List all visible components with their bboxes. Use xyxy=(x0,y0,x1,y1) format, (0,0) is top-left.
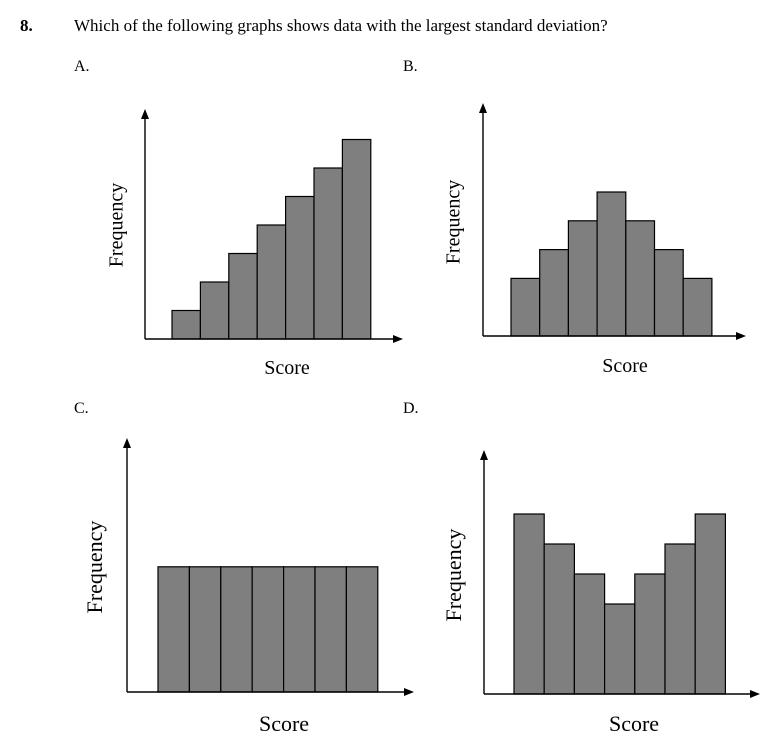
option-b-label: B. xyxy=(403,58,418,75)
chart-d-bar xyxy=(513,513,545,695)
chart-b-bar xyxy=(653,249,684,337)
option-a-label: A. xyxy=(74,58,90,75)
chart-b-y-axis-label: Frequency xyxy=(443,180,465,264)
chart-d-bar xyxy=(694,513,727,695)
chart-c-bar xyxy=(345,566,379,693)
chart-d-x-axis-arrow xyxy=(750,690,760,698)
chart-b-bar xyxy=(567,220,598,337)
chart-c-bar xyxy=(251,566,285,693)
chart-b-bar xyxy=(625,220,656,337)
option-c-label: C. xyxy=(74,400,89,417)
chart-c-x-axis-arrow xyxy=(404,688,414,696)
chart-a-bar xyxy=(341,138,372,340)
chart-c-bar xyxy=(157,566,190,693)
chart-b-x-axis-label: Score xyxy=(602,355,648,377)
chart-d-bar xyxy=(664,543,696,695)
chart-a-bar xyxy=(313,167,343,340)
chart-a-bar xyxy=(199,281,230,340)
chart-d-x-axis-label: Score xyxy=(609,711,659,736)
question-number: 8. xyxy=(20,16,33,35)
chart-c-bar xyxy=(314,566,347,693)
chart-d-bar xyxy=(634,573,666,695)
chart-a-x-axis-label: Score xyxy=(264,357,310,379)
chart-d-bar xyxy=(543,543,576,695)
chart-b-bar xyxy=(510,277,541,337)
chart-d-bar xyxy=(603,603,636,695)
chart-c-y-axis-arrow xyxy=(123,438,131,448)
chart-c-x-axis-label: Score xyxy=(259,711,309,736)
chart-a-y-axis-label: Frequency xyxy=(106,183,128,267)
chart-b-x-axis-arrow xyxy=(736,332,746,340)
chart-b-y-axis-arrow xyxy=(479,103,487,113)
chart-b-bar xyxy=(539,249,570,337)
chart-a-bar xyxy=(228,252,258,340)
chart-b-bar xyxy=(596,191,627,337)
chart-d-bar xyxy=(573,573,606,695)
chart-a-bar xyxy=(256,224,287,340)
chart-c-y-axis-label: Frequency xyxy=(82,521,107,614)
chart-d-y-axis-label: Frequency xyxy=(441,529,466,622)
chart-a-y-axis-arrow xyxy=(141,109,149,119)
chart-a-bar xyxy=(285,195,315,340)
chart-c-bar xyxy=(188,566,222,693)
chart-c-bar xyxy=(220,566,253,693)
chart-a-bar xyxy=(171,309,201,340)
chart-d-y-axis-arrow xyxy=(480,450,488,460)
chart-c-bar xyxy=(283,566,316,693)
chart-b-bar xyxy=(682,277,713,337)
chart-a-x-axis-arrow xyxy=(393,335,403,343)
question-text: Which of the following graphs shows data… xyxy=(74,16,608,35)
option-d-label: D. xyxy=(403,400,419,417)
